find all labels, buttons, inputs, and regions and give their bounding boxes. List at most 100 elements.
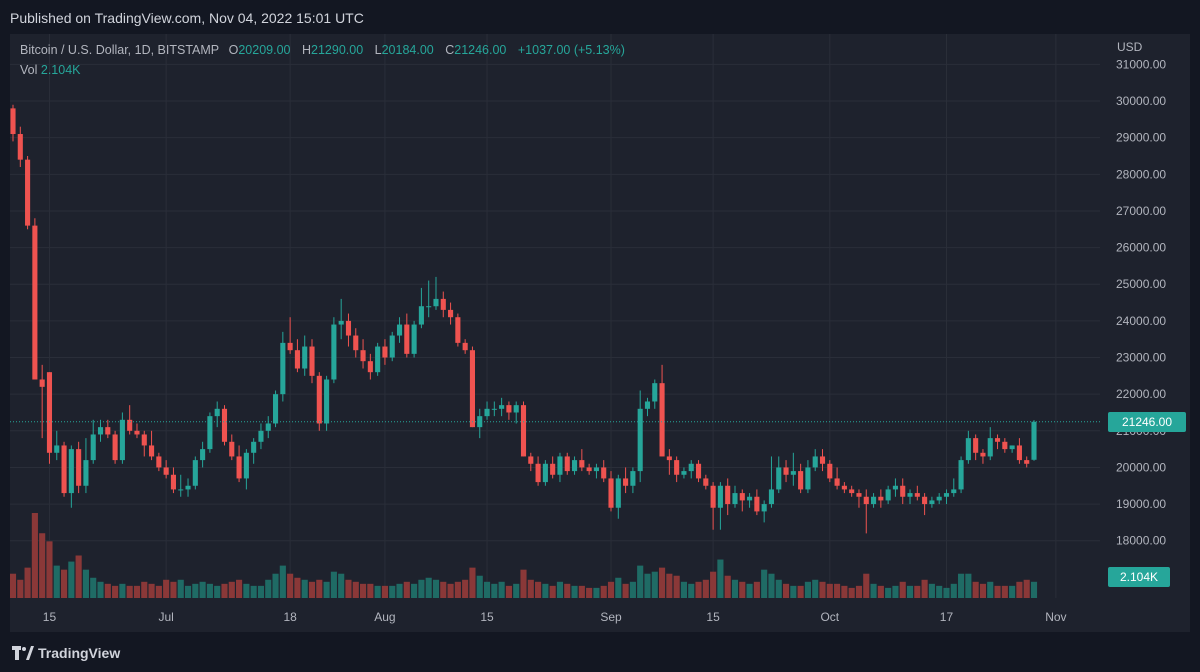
candle-body (46, 372, 53, 453)
volume-bar (607, 581, 615, 598)
volume-bar (432, 579, 440, 598)
volume-bar (600, 585, 607, 598)
legend-ohlc-row: Bitcoin / U.S. Dollar, 1D, BITSTAMP O202… (20, 40, 633, 60)
y-axis[interactable]: 18000.0019000.0020000.0021000.0022000.00… (1116, 57, 1166, 547)
candle-body (849, 489, 855, 494)
candle-body (338, 320, 344, 325)
x-tick-label: 15 (706, 610, 720, 624)
candle-body (637, 408, 643, 472)
volume-bar (593, 587, 600, 598)
volume-bar (622, 583, 629, 598)
legend: Bitcoin / U.S. Dollar, 1D, BITSTAMP O202… (20, 40, 633, 80)
volume-bar (914, 585, 921, 598)
volume-bar (221, 583, 228, 598)
volume-badge: 2.104K (1108, 567, 1170, 587)
volume-bar (236, 579, 243, 598)
x-tick-label: 17 (940, 610, 954, 624)
volume-bar (10, 573, 17, 598)
candle-body (929, 500, 935, 505)
volume-bar (542, 583, 549, 598)
tradingview-logo[interactable]: TradingView (12, 644, 120, 662)
volume-bar (761, 569, 768, 598)
x-tick-label: 15 (43, 610, 57, 624)
candles (10, 104, 1037, 534)
volume-bar (381, 585, 388, 598)
candle-body (17, 134, 23, 160)
low-value: 20184.00 (381, 43, 434, 57)
volume-bar (812, 579, 819, 598)
volume-bar (418, 579, 425, 598)
candle-body (885, 489, 891, 501)
candle-body (54, 445, 60, 453)
candle-body (32, 225, 38, 380)
candle-body (761, 504, 767, 512)
candle-body (1009, 445, 1015, 450)
volume-bar (841, 585, 848, 598)
candle-body (236, 456, 242, 479)
candle-body (491, 408, 497, 410)
volume-bar (979, 583, 987, 598)
volume-bar (936, 585, 943, 598)
volume-bar (39, 533, 46, 598)
candle-body (856, 493, 862, 497)
candle-body (542, 463, 548, 483)
candle-body (973, 438, 979, 453)
y-tick-label: 20000.00 (1116, 460, 1166, 474)
candle-body (506, 405, 512, 413)
candle-body (426, 306, 432, 308)
volume-bar (629, 581, 636, 598)
candle-body (681, 471, 687, 475)
volume-bar (950, 583, 957, 598)
candle-body (455, 317, 461, 343)
volume-bar (505, 585, 512, 598)
volume-bar (163, 579, 170, 598)
volume-bar (877, 585, 884, 598)
volume-bar (345, 579, 352, 598)
candle-body (440, 298, 446, 310)
currency-label[interactable]: USD (1117, 40, 1143, 54)
chart-panel[interactable]: 18000.0019000.0020000.0021000.0022000.00… (10, 34, 1190, 632)
volume-bar (454, 581, 461, 598)
volume-bar (462, 579, 469, 598)
volume-bar (921, 579, 928, 598)
volume-bar (717, 559, 724, 598)
candle-body (418, 306, 424, 325)
x-axis[interactable]: 15 Jul 18 Aug 15 Sep 15 Oct 17 Nov (43, 610, 1067, 624)
candle-body (601, 467, 607, 479)
low-label: L (374, 43, 382, 57)
candle-body (396, 324, 403, 336)
volume-bar (987, 581, 994, 598)
candle-body (324, 379, 330, 424)
candle-body (61, 445, 67, 494)
volume-bar (644, 573, 651, 598)
candle-body (207, 416, 213, 450)
volume-bar (367, 583, 374, 598)
candle-body (710, 485, 716, 508)
candle-body (25, 159, 31, 226)
x-tick-label: 15 (480, 610, 494, 624)
candle-body (433, 298, 439, 307)
candle-body (170, 474, 176, 490)
candle-body (535, 463, 541, 483)
candle-body (499, 405, 505, 409)
volume-bar (126, 585, 133, 598)
candle-body (149, 445, 155, 457)
x-tick-label: Jul (158, 610, 173, 624)
volume-bar (148, 583, 155, 598)
symbol-title[interactable]: Bitcoin / U.S. Dollar, 1D, BITSTAMP (20, 43, 220, 57)
volume-bar (775, 579, 782, 598)
candle-body (987, 438, 993, 457)
volume-bar (316, 579, 323, 598)
candle-body (513, 405, 519, 413)
price-chart[interactable]: 18000.0019000.0020000.0021000.0022000.00… (10, 34, 1190, 632)
volume-bar (308, 581, 316, 598)
volume-bar (97, 581, 104, 598)
vol-label[interactable]: Vol (20, 63, 38, 77)
candle-body (1002, 441, 1008, 450)
tradingview-brand: TradingView (38, 645, 121, 661)
candle-body (1031, 421, 1037, 460)
volume-bar (586, 587, 593, 598)
candle-body (798, 471, 804, 490)
candle-body (76, 449, 82, 486)
volume-bar (491, 583, 498, 598)
